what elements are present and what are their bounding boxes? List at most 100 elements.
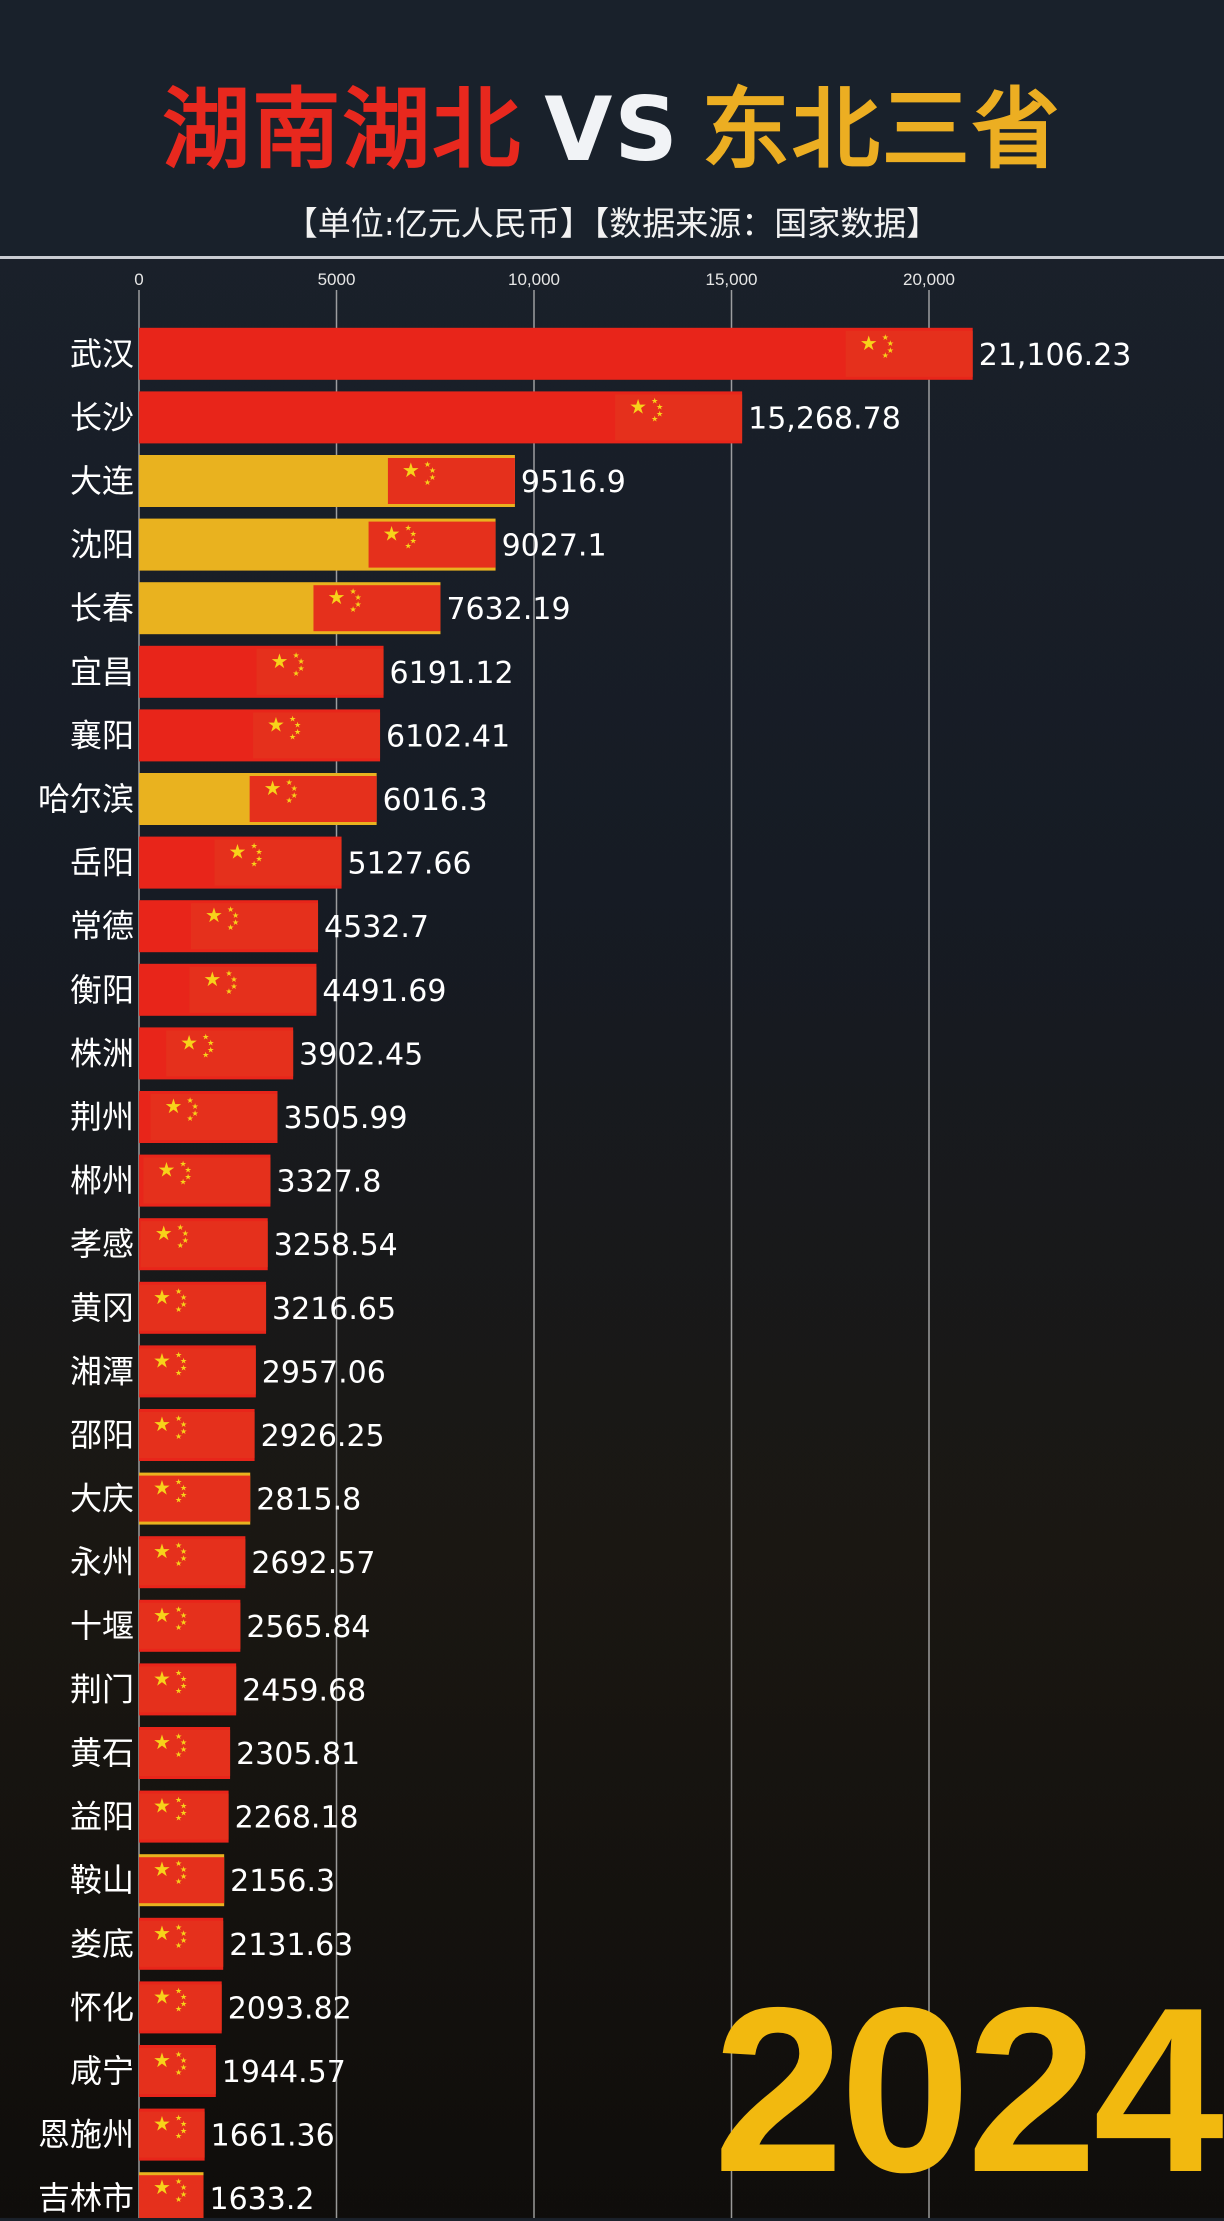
flag-icon [256, 648, 384, 695]
small-star-icon: ★ [175, 1623, 182, 1632]
small-star-icon: ★ [291, 791, 298, 800]
small-star-icon: ★ [175, 1496, 182, 1505]
flag-icon [191, 903, 319, 950]
small-star-icon: ★ [175, 2050, 182, 2059]
category-label: 株洲 [70, 1034, 134, 1072]
category-label: 长春 [70, 589, 134, 627]
small-star-icon: ★ [180, 1681, 187, 1690]
value-label: 3258.54 [274, 1228, 398, 1263]
small-star-icon: ★ [180, 1547, 187, 1556]
small-star-icon: ★ [175, 1859, 182, 1868]
small-star-icon: ★ [405, 542, 412, 551]
small-star-icon: ★ [651, 414, 658, 423]
flag-icon [139, 1412, 255, 1458]
small-star-icon: ★ [175, 1750, 182, 1759]
star-icon: ★ [157, 1158, 175, 1182]
small-star-icon: ★ [286, 778, 293, 787]
star-icon: ★ [153, 2112, 171, 2136]
page-title: 湖南湖北 VS 东北三省 [0, 80, 1224, 180]
small-star-icon: ★ [424, 460, 431, 469]
small-star-icon: ★ [175, 2195, 182, 2204]
value-label: 3505.99 [283, 1101, 407, 1136]
flag-icon [139, 1284, 267, 1331]
small-star-icon: ★ [251, 842, 258, 851]
small-star-icon: ★ [180, 1491, 187, 1500]
small-star-icon: ★ [251, 860, 258, 869]
x-tick-label: 15,000 [706, 270, 758, 289]
value-label: 2131.63 [229, 1928, 353, 1963]
category-label: 吉林市 [38, 2179, 134, 2217]
small-star-icon: ★ [175, 1541, 182, 1550]
value-label: 3327.8 [276, 1165, 381, 1200]
star-icon: ★ [153, 1857, 171, 1881]
category-label: 鞍山 [70, 1861, 134, 1899]
small-star-icon: ★ [349, 587, 356, 596]
bar-chart: 0 5000 10,000 15,000 20,000★ ★★★★武汉 21,106.23★… [38, 270, 1131, 2218]
small-star-icon: ★ [175, 1796, 182, 1805]
star-icon: ★ [264, 776, 282, 800]
small-star-icon: ★ [180, 1802, 187, 1811]
value-label: 6016.3 [383, 783, 488, 818]
small-star-icon: ★ [180, 1809, 187, 1818]
value-label: 5127.66 [348, 847, 472, 882]
category-label: 郴州 [70, 1162, 134, 1200]
category-label: 沈阳 [70, 526, 134, 564]
star-icon: ★ [153, 2175, 171, 2199]
small-star-icon: ★ [175, 2004, 182, 2013]
value-label: 2926.25 [261, 1419, 385, 1454]
value-label: 2815.8 [256, 1483, 361, 1518]
small-star-icon: ★ [175, 1923, 182, 1932]
small-star-icon: ★ [180, 1618, 187, 1627]
flag-icon [139, 1475, 251, 1522]
small-star-icon: ★ [186, 1114, 193, 1123]
small-star-icon: ★ [180, 1872, 187, 1881]
small-star-icon: ★ [191, 1109, 198, 1118]
small-star-icon: ★ [227, 905, 234, 914]
small-star-icon: ★ [180, 1363, 187, 1372]
small-star-icon: ★ [232, 911, 239, 920]
star-icon: ★ [153, 1921, 171, 1945]
value-label: 2957.06 [262, 1355, 386, 1390]
small-star-icon: ★ [180, 1420, 187, 1429]
small-star-icon: ★ [354, 593, 361, 602]
small-star-icon: ★ [291, 784, 298, 793]
small-star-icon: ★ [180, 1929, 187, 1938]
small-star-icon: ★ [202, 1032, 209, 1041]
value-label: 2692.57 [251, 1546, 375, 1581]
value-label: 7632.19 [446, 592, 570, 627]
value-label: 4491.69 [322, 974, 446, 1009]
small-star-icon: ★ [429, 473, 436, 482]
star-icon: ★ [267, 712, 285, 736]
star-icon: ★ [153, 1984, 171, 2008]
category-label: 荆州 [70, 1098, 134, 1136]
flag-icon [253, 712, 381, 759]
star-icon: ★ [629, 394, 647, 418]
subtitle: 【单位:亿元人民币】【数据来源：国家数据】 [284, 204, 940, 243]
small-star-icon: ★ [175, 2132, 182, 2141]
category-label: 哈尔滨 [38, 780, 134, 818]
star-icon: ★ [153, 1285, 171, 1309]
flag-icon [150, 1094, 278, 1140]
star-icon: ★ [327, 585, 345, 609]
small-star-icon: ★ [175, 1414, 182, 1423]
value-label: 6191.12 [390, 656, 514, 691]
small-star-icon: ★ [180, 1674, 187, 1683]
flag-icon [845, 330, 973, 377]
value-label: 3902.45 [299, 1037, 423, 1072]
star-icon: ★ [153, 1348, 171, 1372]
small-star-icon: ★ [175, 1877, 182, 1886]
x-tick-label: 10,000 [508, 270, 560, 289]
x-tick-label: 0 [134, 270, 143, 289]
category-label: 衡阳 [70, 971, 134, 1009]
star-icon: ★ [153, 2048, 171, 2072]
flag-icon [139, 1666, 237, 1713]
category-label: 娄底 [70, 1925, 134, 1963]
category-label: 宜昌 [70, 653, 134, 691]
flag-icon [615, 394, 743, 441]
flag-icon [143, 1157, 271, 1204]
small-star-icon: ★ [180, 1992, 187, 2001]
flag-icon [166, 1030, 294, 1077]
small-star-icon: ★ [180, 1484, 187, 1493]
small-star-icon: ★ [175, 1559, 182, 1568]
category-label: 怀化 [70, 1988, 134, 2026]
